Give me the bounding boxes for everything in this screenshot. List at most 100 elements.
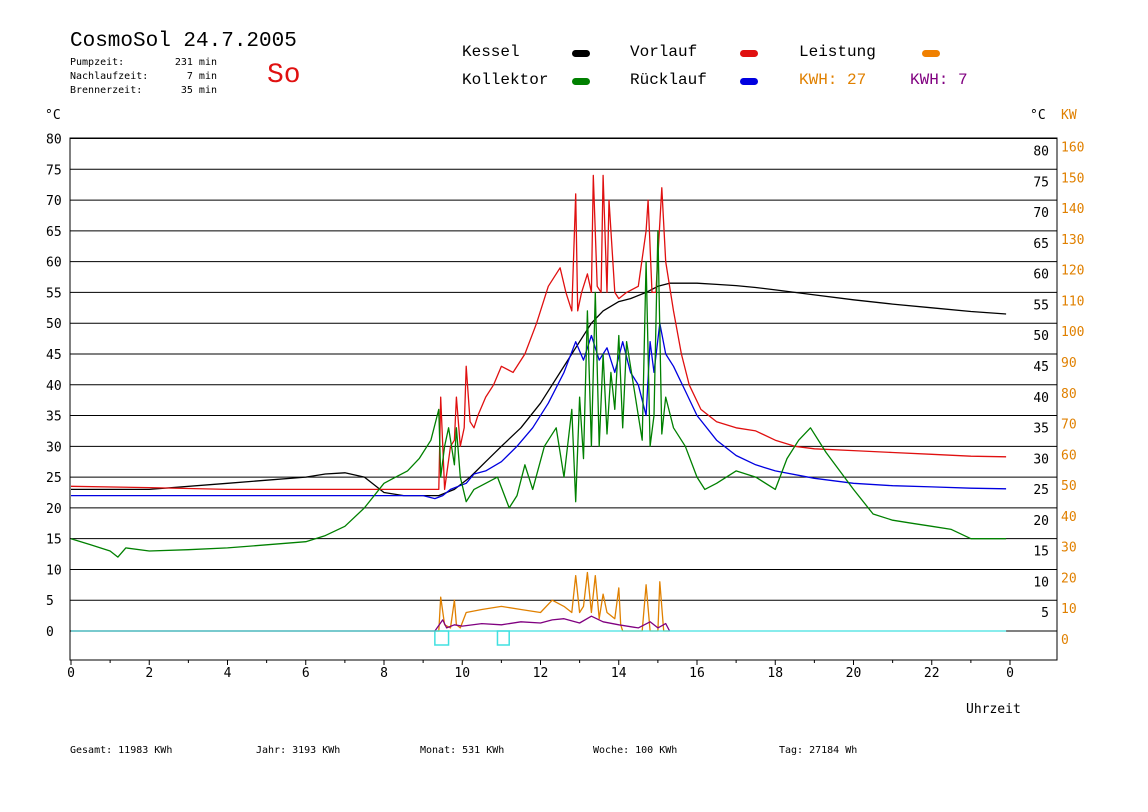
y-tick-right-20: 20 — [1033, 514, 1049, 529]
stat-label-pumpzeit: Pumpzeit: — [70, 57, 125, 68]
series-line-kwh — [71, 615, 671, 632]
kw-tick-9: 70 — [1061, 418, 1077, 433]
stat-label-brennerzeit: Brennerzeit: — [70, 85, 143, 96]
series-line-vorlauf — [70, 174, 1007, 491]
plot-frame — [69, 137, 1058, 661]
y-tick-left-0: 0 — [46, 625, 54, 640]
kw-tick-15: 10 — [1061, 602, 1077, 617]
kw-tick-4: 120 — [1061, 264, 1084, 279]
y-tick-right-35: 35 — [1033, 422, 1049, 437]
x-tick-11: 22 — [924, 666, 940, 681]
kw-tick-14: 20 — [1061, 571, 1077, 586]
x-tick-1: 2 — [145, 666, 153, 681]
kw-tick-11: 50 — [1061, 479, 1077, 494]
chart-title: CosmoSol 24.7.2005 — [70, 30, 297, 53]
legend-kessel-swatch — [572, 50, 590, 57]
kw-tick-16: 0 — [1061, 633, 1069, 648]
y-tick-left-35: 35 — [46, 410, 62, 425]
x-tick-10: 20 — [846, 666, 862, 681]
footer-gesamt: Gesamt: 11983 KWh — [70, 745, 173, 756]
legend-ruecklauf-swatch — [740, 78, 758, 85]
y-tick-left-50: 50 — [46, 317, 62, 332]
series-line-kessel — [71, 282, 1007, 497]
y-tick-left-15: 15 — [46, 533, 62, 548]
footer-monat: Monat: 531 KWh — [420, 745, 505, 756]
y-tick-left-75: 75 — [46, 163, 62, 178]
legend-leistung-label: Leistung — [799, 43, 876, 61]
footer-woche: Woche: 100 KWh — [593, 745, 678, 756]
series-line-kollektor — [70, 230, 1007, 558]
left-axis-unit: °C — [45, 108, 61, 123]
y-tick-right-5: 5 — [1041, 606, 1049, 621]
y-tick-left-25: 25 — [46, 471, 62, 486]
kw-tick-6: 100 — [1061, 325, 1084, 340]
stat-value-nachlaufzeit: 7 min — [186, 71, 217, 82]
legend-vorlauf-swatch — [740, 50, 758, 57]
y-tick-right-65: 65 — [1033, 237, 1049, 252]
stat-value-pumpzeit: 231 min — [174, 57, 217, 68]
day-marker: So — [267, 60, 301, 91]
legend-kwh-leistung: KWH: 27 — [799, 71, 867, 89]
y-tick-left-45: 45 — [46, 348, 62, 363]
y-tick-left-60: 60 — [46, 256, 62, 271]
kw-tick-5: 110 — [1061, 294, 1084, 309]
kw-tick-13: 30 — [1061, 541, 1077, 556]
y-tick-left-70: 70 — [46, 194, 62, 209]
y-tick-right-30: 30 — [1033, 452, 1049, 467]
x-tick-7: 14 — [611, 666, 627, 681]
kw-tick-7: 90 — [1061, 356, 1077, 371]
x-tick-6: 12 — [533, 666, 549, 681]
legend-kessel-label: Kessel — [462, 43, 520, 61]
kw-tick-2: 140 — [1061, 202, 1084, 217]
y-tick-left-40: 40 — [46, 379, 62, 394]
kw-tick-12: 40 — [1061, 510, 1077, 525]
kw-tick-0: 160 — [1061, 141, 1084, 156]
x-tick-12: 0 — [1006, 666, 1014, 681]
y-tick-right-50: 50 — [1033, 329, 1049, 344]
y-tick-right-60: 60 — [1033, 268, 1049, 283]
y-tick-right-70: 70 — [1033, 206, 1049, 221]
kw-tick-10: 60 — [1061, 448, 1077, 463]
x-tick-4: 8 — [380, 666, 388, 681]
stat-label-nachlaufzeit: Nachlaufzeit: — [70, 71, 149, 82]
y-tick-left-55: 55 — [46, 286, 62, 301]
right-axis-kw-unit: KW — [1061, 108, 1077, 123]
stat-value-brennerzeit: 35 min — [180, 85, 217, 96]
y-tick-left-80: 80 — [46, 133, 62, 148]
footer-jahr: Jahr: 3193 KWh — [256, 745, 341, 756]
x-tick-5: 10 — [454, 666, 470, 681]
pump-event-1 — [496, 630, 510, 646]
y-tick-left-30: 30 — [46, 440, 62, 455]
x-tick-9: 18 — [767, 666, 783, 681]
y-tick-right-75: 75 — [1033, 175, 1049, 190]
right-axis-unit: °C — [1030, 108, 1046, 123]
x-tick-3: 6 — [302, 666, 310, 681]
x-tick-0: 0 — [67, 666, 75, 681]
legend-leistung-swatch — [922, 50, 940, 57]
x-tick-8: 16 — [689, 666, 705, 681]
y-tick-right-25: 25 — [1033, 483, 1049, 498]
legend-ruecklauf-label: Rücklauf — [630, 71, 707, 89]
y-tick-right-15: 15 — [1033, 545, 1049, 560]
kw-tick-8: 80 — [1061, 387, 1077, 402]
series-line-rücklauf — [71, 322, 1007, 500]
y-tick-left-5: 5 — [46, 594, 54, 609]
y-tick-right-80: 80 — [1033, 145, 1049, 160]
y-tick-right-55: 55 — [1033, 298, 1049, 313]
footer-tag: Tag: 27184 Wh — [779, 745, 858, 756]
kw-tick-1: 150 — [1061, 171, 1084, 186]
legend-kollektor-label: Kollektor — [462, 71, 549, 89]
y-tick-right-45: 45 — [1033, 360, 1049, 375]
pump-event-0 — [434, 630, 450, 646]
legend-vorlauf-label: Vorlauf — [630, 43, 698, 61]
y-tick-left-10: 10 — [46, 563, 62, 578]
y-tick-right-10: 10 — [1033, 575, 1049, 590]
x-tick-2: 4 — [224, 666, 232, 681]
y-tick-left-65: 65 — [46, 225, 62, 240]
y-tick-right-40: 40 — [1033, 391, 1049, 406]
kw-tick-3: 130 — [1061, 233, 1084, 248]
legend-kwh-second: KWH: 7 — [910, 71, 968, 89]
y-tick-left-20: 20 — [46, 502, 62, 517]
legend-kollektor-swatch — [572, 78, 590, 85]
